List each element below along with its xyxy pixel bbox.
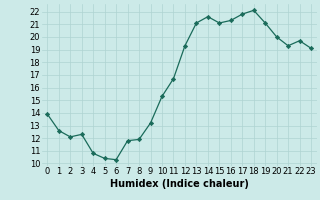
X-axis label: Humidex (Indice chaleur): Humidex (Indice chaleur): [110, 179, 249, 189]
